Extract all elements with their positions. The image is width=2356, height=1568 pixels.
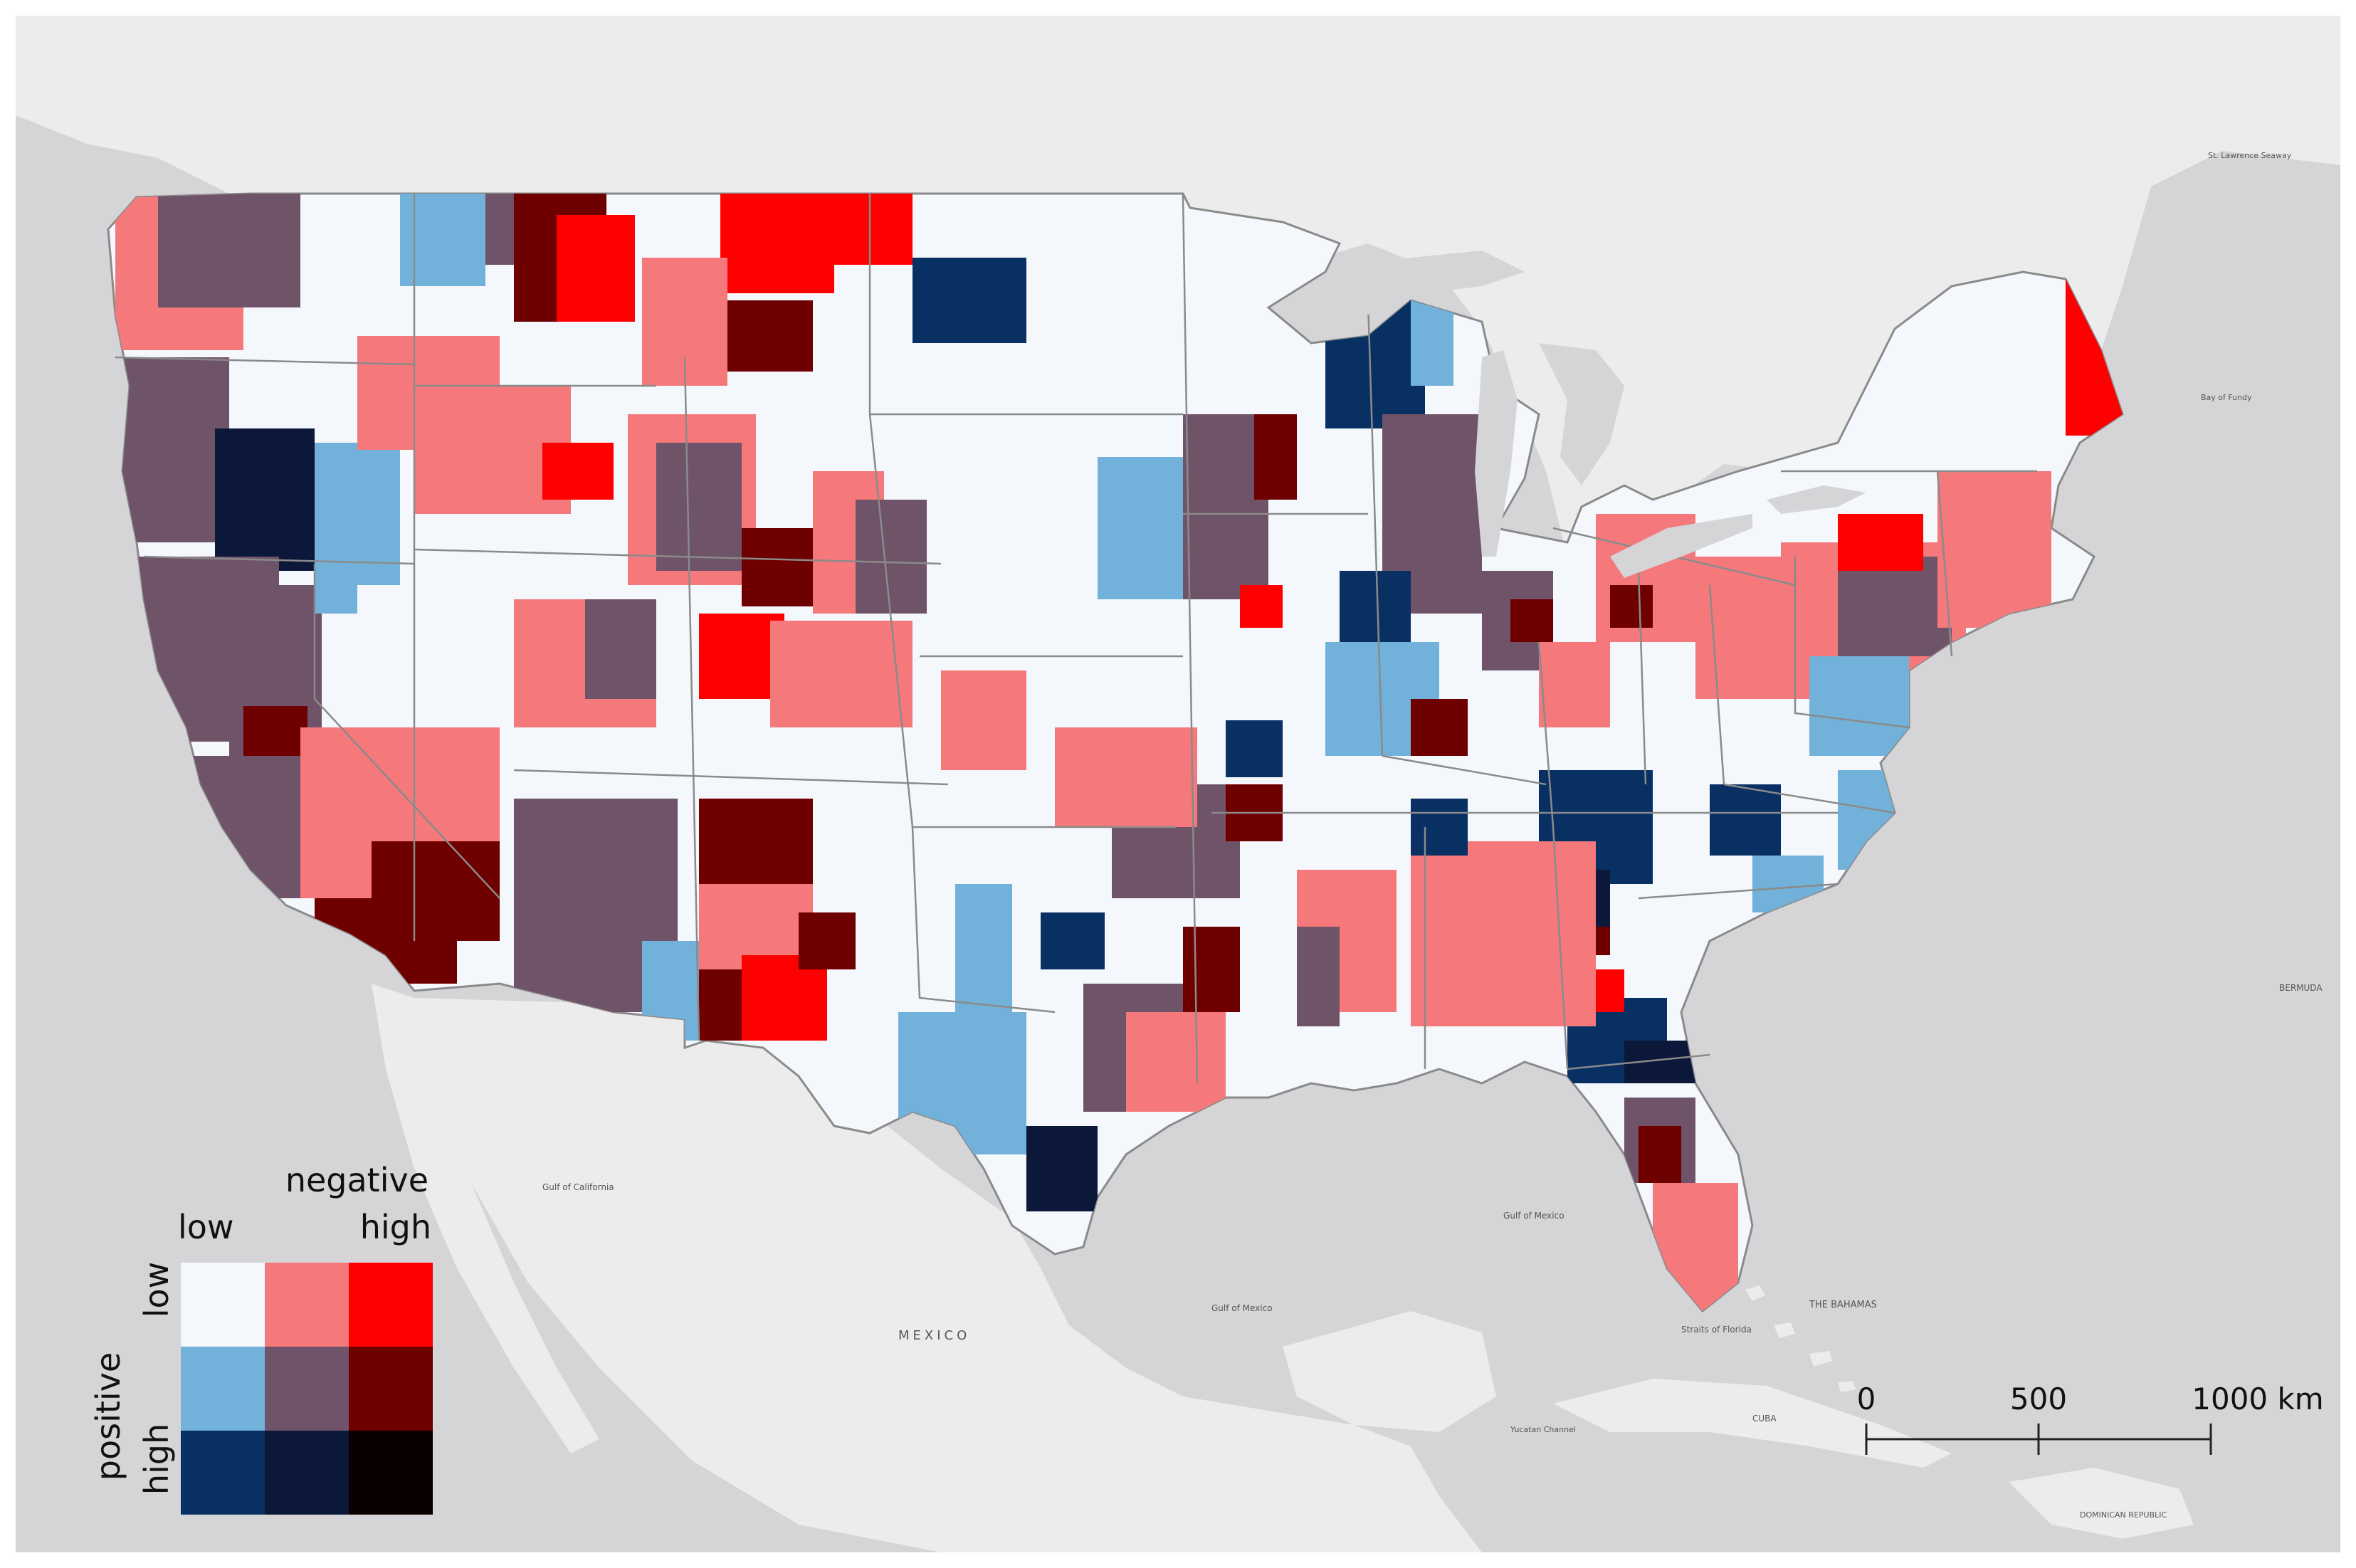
dominican-label: DOMINICAN REPUBLIC [2080, 1510, 2167, 1520]
bahamas-label: THE BAHAMAS [1809, 1300, 1877, 1310]
legend-high-top-label: high [360, 1208, 431, 1246]
cuba-label: CUBA [1752, 1414, 1777, 1424]
legend-low-top-label: low [178, 1208, 234, 1246]
legend-grid [181, 1263, 433, 1515]
legend-cell-2-1 [265, 1431, 349, 1515]
legend-cell-1-0 [181, 1347, 265, 1431]
bivariate-legend: negative low high low high positive [89, 1161, 433, 1515]
lake-huron [1539, 343, 1624, 485]
st-lawrence-label: St. Lawrence Seaway [2208, 151, 2292, 160]
lake-superior [1340, 251, 1525, 315]
legend-cell-2-0 [181, 1431, 265, 1515]
legend-cell-2-2 [349, 1431, 433, 1515]
yucatan-land [1283, 1311, 1496, 1432]
mexico-label: MEXICO [898, 1328, 970, 1343]
lake-erie [1610, 514, 1752, 578]
cuba-land [1553, 1379, 1952, 1468]
scale-bar [1865, 1424, 2212, 1455]
legend-cell-1-1 [265, 1347, 349, 1431]
legend-cell-0-0 [181, 1263, 265, 1347]
scale-tick-500: 500 [2010, 1382, 2067, 1416]
bay-fundy-label: Bay of Fundy [2201, 393, 2252, 402]
hispaniola-land [2009, 1468, 2194, 1539]
legend-cell-0-1 [265, 1263, 349, 1347]
straits-florida-label: Straits of Florida [1681, 1325, 1752, 1335]
legend-high-side-label: high [137, 1424, 176, 1495]
state-borders [115, 193, 2037, 1084]
bermuda-label: BERMUDA [2279, 983, 2323, 993]
legend-negative-label: negative [285, 1161, 428, 1199]
legend-low-side-label: low [137, 1262, 176, 1318]
mexico-land [414, 998, 1482, 1552]
lake-ontario [1767, 485, 1866, 514]
map-canvas[interactable]: MEXICO Gulf of California Gulf of Mexico… [16, 16, 2340, 1552]
gulf-mexico-label: Gulf of Mexico [1503, 1211, 1564, 1221]
gulf-mexico-label-2: Gulf of Mexico [1211, 1303, 1273, 1313]
canada-land [16, 16, 2340, 571]
gulf-california-label: Gulf of California [542, 1182, 614, 1192]
scale-tick-0: 0 [1857, 1382, 1876, 1416]
legend-cell-1-2 [349, 1347, 433, 1431]
map-svg: MEXICO Gulf of California Gulf of Mexico… [16, 16, 2340, 1552]
lake-michigan [1475, 350, 1518, 557]
yucatan-label: Yucatan Channel [1510, 1425, 1576, 1434]
scale-tick-1000: 1000 km [2192, 1382, 2323, 1416]
bahamas-land [1745, 1285, 1856, 1392]
legend-cell-0-2 [349, 1263, 433, 1347]
legend-positive-label: positive [89, 1352, 127, 1480]
baja-land [372, 984, 599, 1453]
